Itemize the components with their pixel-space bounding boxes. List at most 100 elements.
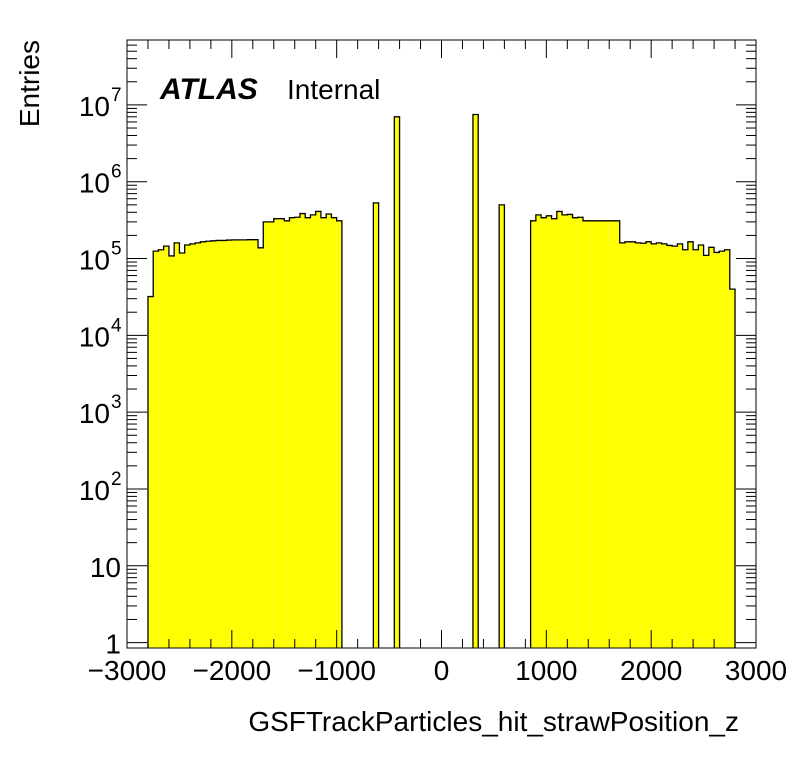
- x-tick-label: 3000: [725, 655, 787, 686]
- histogram-bar: [231, 239, 238, 649]
- histogram-bar: [263, 221, 269, 648]
- histogram-bar: [630, 241, 636, 648]
- histogram-bar: [572, 217, 578, 648]
- y-tick-exponent: 2: [111, 469, 122, 490]
- histogram-bar: [714, 252, 720, 648]
- histogram-bar: [661, 243, 667, 648]
- histogram-bar: [158, 249, 164, 648]
- histogram-bar: [168, 255, 175, 648]
- histogram-bar: [315, 211, 321, 648]
- histogram-bar: [331, 217, 337, 648]
- x-tick-label: 1000: [515, 655, 577, 686]
- histogram-bar: [535, 214, 542, 648]
- histogram-bar: [153, 251, 159, 648]
- histogram-bar: [499, 204, 505, 648]
- histogram-bar: [472, 114, 479, 648]
- histogram-bar: [609, 220, 615, 649]
- y-tick-label: 10: [79, 321, 110, 352]
- histogram-bar: [530, 220, 536, 649]
- histogram-bar: [252, 239, 259, 649]
- histogram-bar: [268, 221, 274, 648]
- y-tick-label: 10: [90, 552, 121, 583]
- histogram-bar: [247, 239, 253, 649]
- histogram-bar: [237, 239, 243, 649]
- histogram-bar: [242, 239, 248, 649]
- histogram-bar: [394, 116, 400, 648]
- histogram-outline: [147, 113, 736, 648]
- histogram-bar: [200, 241, 206, 648]
- y-tick-label: 1: [105, 629, 121, 660]
- histogram-bars: [147, 113, 736, 649]
- histogram-bar: [541, 217, 547, 648]
- histogram-bar: [226, 240, 232, 649]
- x-tick-labels: −3000 −2000 −1000 0 1000 2000 3000: [88, 655, 787, 686]
- histogram-bar: [703, 255, 709, 648]
- histogram-bar: [577, 217, 584, 648]
- plot-frame: [126, 39, 757, 649]
- histogram-bar: [551, 218, 557, 648]
- histogram-bar: [210, 240, 217, 648]
- x-tick-label: −1000: [297, 655, 376, 686]
- x-axis-label: GSFTrackParticles_hit_strawPosition_z: [248, 706, 739, 737]
- histogram-bar: [614, 220, 620, 649]
- histogram-bar: [593, 220, 599, 649]
- y-tick-exponent: 7: [111, 85, 122, 106]
- x-tick-label: 0: [434, 655, 450, 686]
- axis-ticks: [126, 39, 757, 648]
- y-tick-label: 10: [79, 475, 110, 506]
- histogram-bar: [326, 214, 332, 648]
- histogram-bar: [729, 289, 736, 648]
- histogram-bar: [656, 242, 662, 648]
- histogram-bar: [567, 214, 573, 648]
- histogram-bar: [336, 220, 342, 649]
- histogram-bar: [174, 242, 180, 648]
- histogram-bar: [666, 245, 673, 648]
- histogram-bar: [583, 220, 589, 649]
- y-tick-label: 10: [79, 168, 110, 199]
- y-tick-exponent: 6: [111, 162, 122, 183]
- histogram-bar: [588, 220, 594, 649]
- histogram-bar: [147, 296, 154, 648]
- histogram-bar: [677, 243, 683, 648]
- histogram-bar: [221, 240, 227, 648]
- histogram-bar: [320, 217, 327, 648]
- histogram-bar: [719, 251, 725, 648]
- histogram-bar: [603, 220, 610, 649]
- histogram-bar: [556, 211, 563, 648]
- y-tick-exponent: 5: [111, 239, 122, 260]
- histogram-bar: [687, 241, 694, 648]
- histogram-bar: [294, 217, 300, 648]
- histogram-bar: [708, 247, 715, 648]
- histogram-bar: [635, 242, 641, 648]
- histogram-bar: [546, 215, 552, 649]
- histogram-bar: [184, 245, 190, 648]
- y-tick-label: 10: [79, 245, 110, 276]
- histogram-bar: [619, 242, 625, 648]
- x-tick-label: −3000: [88, 655, 167, 686]
- y-tick-exponent: 4: [111, 315, 122, 336]
- histogram-bar: [284, 220, 290, 649]
- histogram-bar: [279, 218, 285, 648]
- histogram-bar: [598, 220, 604, 649]
- histogram-bar: [179, 253, 185, 648]
- histogram-bar: [562, 214, 568, 648]
- histogram-bar: [299, 213, 306, 648]
- atlas-label: ATLAS: [159, 73, 258, 106]
- histogram-bar: [310, 214, 316, 648]
- histogram-bar: [698, 245, 704, 648]
- histogram-bar: [682, 249, 688, 648]
- histogram-bar: [273, 218, 280, 648]
- histogram-bar: [640, 243, 646, 648]
- histogram-bar: [289, 217, 295, 648]
- histogram-bar: [651, 243, 657, 648]
- x-tick-label: 2000: [620, 655, 682, 686]
- histogram-bar: [195, 242, 201, 648]
- y-tick-exponent: 3: [111, 392, 122, 413]
- histogram-bar: [672, 246, 678, 648]
- histogram-bar: [216, 240, 222, 648]
- histogram-bar: [189, 243, 196, 648]
- histogram-bar: [305, 217, 311, 648]
- internal-label: Internal: [287, 74, 380, 105]
